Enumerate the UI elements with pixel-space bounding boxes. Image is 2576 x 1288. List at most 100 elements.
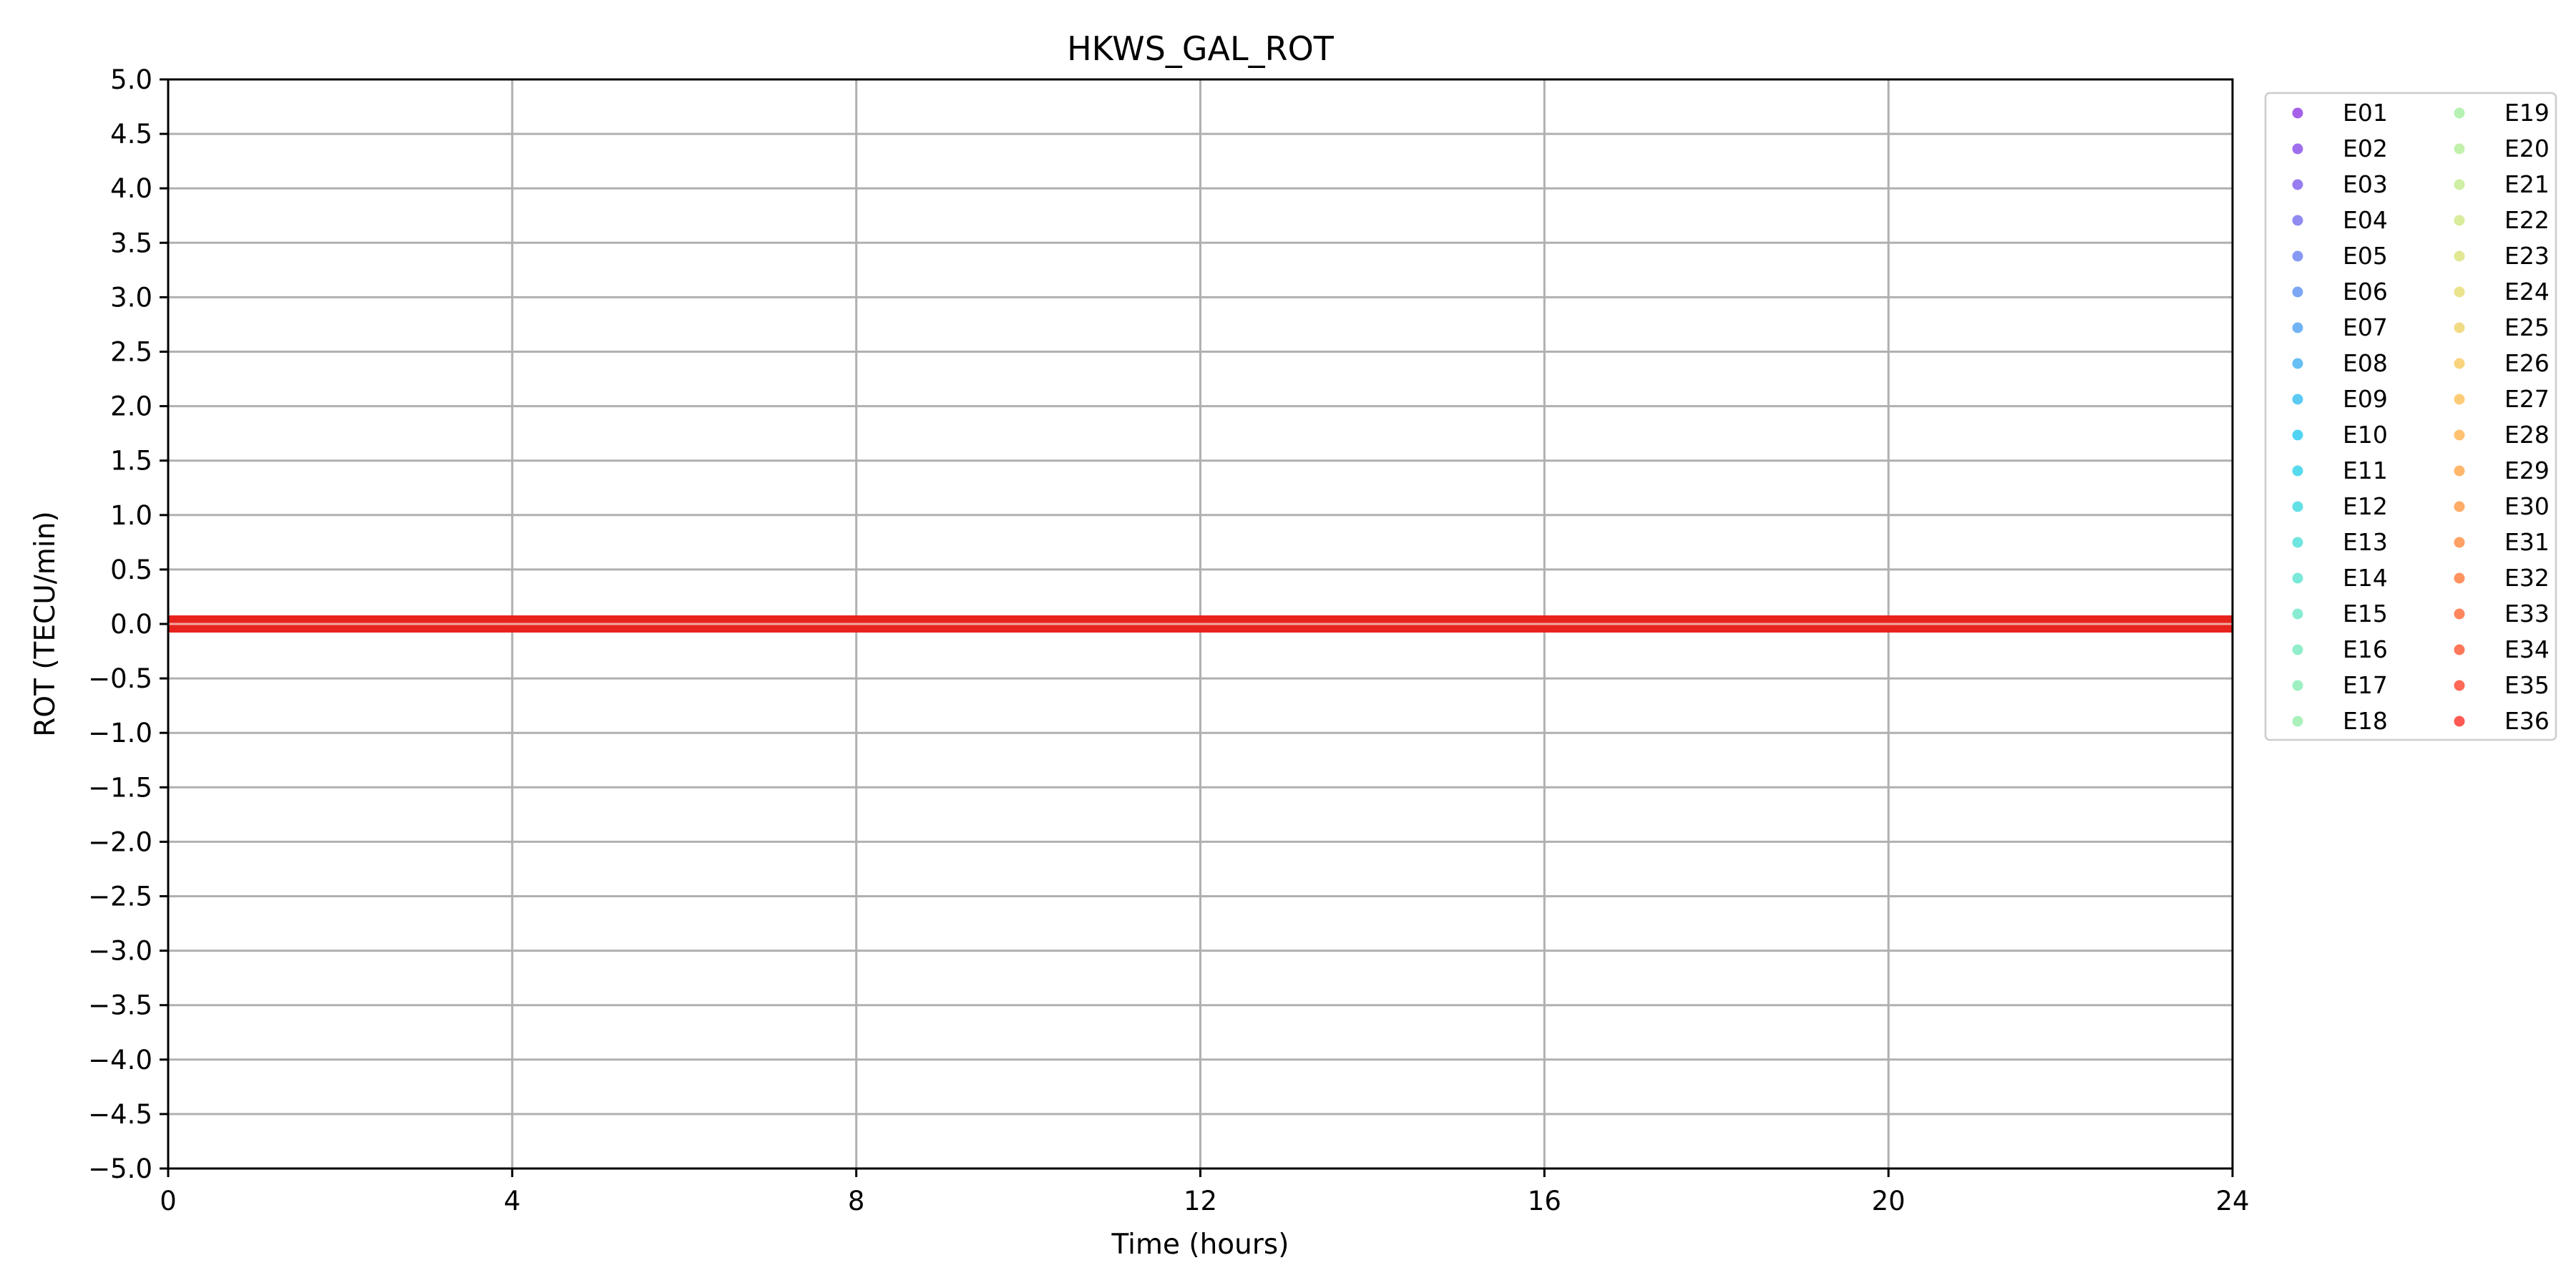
- x-tick-label: 20: [1872, 1186, 1906, 1216]
- x-tick-label: 0: [160, 1186, 177, 1216]
- legend-label: E23: [2504, 242, 2550, 270]
- legend-item: E04: [2292, 206, 2388, 234]
- legend-item: E25: [2454, 313, 2550, 341]
- y-tick-label: 5.0: [110, 64, 152, 95]
- legend-label: E15: [2343, 600, 2388, 628]
- y-tick-label: −3.5: [88, 990, 152, 1021]
- legend-marker: [2292, 680, 2303, 691]
- axis-ticks: 0 4 8 12 16 20 24 5.0 4.5 4.0 3.5 3.0 2.5 2.0 1.5 1.0 0.…: [88, 64, 2249, 1216]
- y-tick-label: 3.0: [110, 282, 152, 313]
- legend-label: E30: [2504, 492, 2550, 520]
- legend-label: E24: [2504, 278, 2550, 306]
- y-tick-label: 1.5: [110, 446, 152, 477]
- y-tick-label: 0.0: [110, 609, 152, 640]
- y-tick-label: −5.0: [88, 1153, 152, 1184]
- legend-label: E06: [2343, 278, 2388, 306]
- legend-item: E10: [2292, 421, 2388, 449]
- legend-label: E31: [2504, 528, 2550, 556]
- legend-item: E11: [2292, 457, 2388, 484]
- legend-marker: [2292, 429, 2303, 441]
- legend-label: E07: [2343, 313, 2388, 341]
- legend-label: E36: [2504, 707, 2550, 735]
- legend-marker: [2454, 429, 2465, 441]
- legend-label: E27: [2504, 385, 2550, 413]
- legend-item: E29: [2454, 457, 2550, 484]
- legend-marker: [2292, 179, 2303, 190]
- legend-label: E34: [2504, 635, 2550, 663]
- legend-marker: [2292, 107, 2303, 119]
- legend-marker: [2454, 644, 2465, 655]
- legend-item: E35: [2454, 671, 2550, 699]
- legend-label: E14: [2343, 564, 2388, 592]
- x-tick-label: 4: [504, 1186, 521, 1216]
- legend-item: E17: [2292, 671, 2388, 699]
- legend-item: E36: [2454, 707, 2550, 735]
- legend-marker: [2292, 465, 2303, 477]
- legend-marker: [2454, 358, 2465, 369]
- legend-item: E09: [2292, 385, 2388, 413]
- legend-item: E22: [2454, 206, 2550, 234]
- legend-item: E15: [2292, 600, 2388, 628]
- legend-marker: [2292, 572, 2303, 584]
- y-tick-label: −3.0: [88, 936, 152, 967]
- legend-marker: [2454, 716, 2465, 727]
- legend-label: E17: [2343, 671, 2388, 699]
- legend-label: E16: [2343, 635, 2388, 663]
- legend-label: E01: [2343, 99, 2388, 127]
- x-tick-label: 16: [1528, 1186, 1561, 1216]
- legend-marker: [2454, 215, 2465, 226]
- legend-marker: [2454, 465, 2465, 477]
- legend-item: E34: [2454, 635, 2550, 663]
- legend-marker: [2292, 215, 2303, 226]
- legend-label: E28: [2504, 421, 2550, 449]
- legend-item: E30: [2454, 492, 2550, 520]
- y-tick-label: 1.0: [110, 500, 152, 531]
- legend-marker: [2454, 143, 2465, 155]
- legend-item: E21: [2454, 170, 2550, 198]
- legend-label: E12: [2343, 492, 2388, 520]
- y-tick-label: −0.5: [88, 663, 152, 694]
- y-tick-label: −1.0: [88, 718, 152, 748]
- legend-item: E08: [2292, 349, 2388, 377]
- legend-item: E27: [2454, 385, 2550, 413]
- legend-label: E04: [2343, 206, 2388, 234]
- legend-label: E08: [2343, 349, 2388, 377]
- legend-item: E13: [2292, 528, 2388, 556]
- legend-item: E14: [2292, 564, 2388, 592]
- y-tick-label: −4.5: [88, 1099, 152, 1130]
- chart-title: HKWS_GAL_ROT: [1067, 29, 1335, 68]
- legend-item: E31: [2454, 528, 2550, 556]
- legend-label: E32: [2504, 564, 2550, 592]
- legend-item: E20: [2454, 135, 2550, 162]
- legend-marker: [2292, 322, 2303, 333]
- legend-item: E03: [2292, 170, 2388, 198]
- legend-item: E01: [2292, 99, 2388, 127]
- legend-label: E13: [2343, 528, 2388, 556]
- x-axis-title: Time (hours): [1111, 1229, 1289, 1261]
- legend-item: E16: [2292, 635, 2388, 663]
- legend-item: E07: [2292, 313, 2388, 341]
- legend-marker: [2454, 572, 2465, 584]
- x-tick-label: 12: [1184, 1186, 1217, 1216]
- legend-label: E09: [2343, 385, 2388, 413]
- y-tick-label: 2.0: [110, 391, 152, 422]
- legend-item: E06: [2292, 278, 2388, 306]
- legend-label: E02: [2343, 135, 2388, 162]
- legend-marker: [2292, 537, 2303, 548]
- legend: E01 E02 E03 E04 E05 E06 E07 E08 E09 E10 E11 E12 E13 E…: [2264, 92, 2557, 741]
- legend-label: E18: [2343, 707, 2388, 735]
- legend-item: E05: [2292, 242, 2388, 270]
- legend-marker: [2292, 716, 2303, 727]
- x-tick-label: 24: [2215, 1186, 2249, 1216]
- legend-item: E02: [2292, 135, 2388, 162]
- legend-item: E23: [2454, 242, 2550, 270]
- legend-label: E11: [2343, 457, 2388, 484]
- legend-marker: [2454, 179, 2465, 190]
- y-axis-title: ROT (TECU/min): [29, 511, 62, 736]
- legend-label: E22: [2504, 206, 2550, 234]
- legend-marker: [2292, 394, 2303, 405]
- legend-label: E25: [2504, 313, 2550, 341]
- legend-marker: [2292, 501, 2303, 512]
- legend-item: E19: [2454, 99, 2550, 127]
- legend-label: E21: [2504, 170, 2550, 198]
